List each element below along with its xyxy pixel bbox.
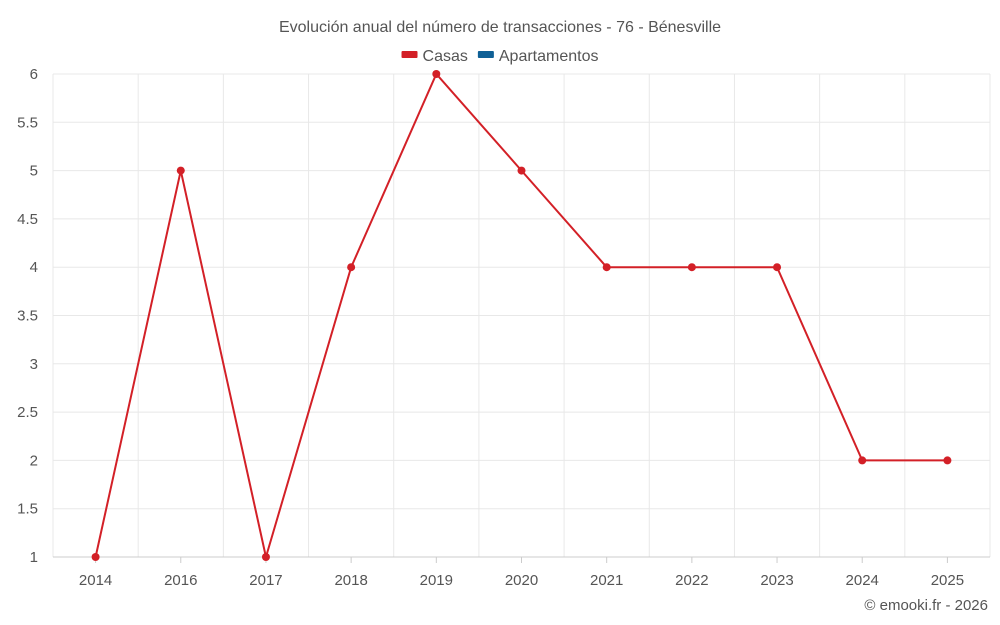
data-point[interactable]: [773, 263, 782, 272]
y-tick-label: 6: [30, 66, 38, 83]
legend[interactable]: Casas Apartamentos: [401, 48, 599, 65]
y-tick-label: 2.5: [17, 404, 38, 421]
copyright: © emooki.fr - 2026: [864, 597, 988, 614]
x-tick-label: 2017: [249, 572, 282, 589]
data-point[interactable]: [347, 263, 356, 272]
y-tick-label: 1.5: [17, 501, 38, 518]
y-tick-label: 5.5: [17, 114, 38, 131]
y-tick-label: 1: [30, 549, 38, 566]
y-tick-label: 4.5: [17, 211, 38, 228]
y-tick-label: 5: [30, 163, 38, 180]
x-tick-label: 2020: [505, 572, 538, 589]
grid: [52, 73, 991, 558]
data-point[interactable]: [858, 456, 867, 465]
data-point[interactable]: [517, 166, 526, 175]
x-tick-label: 2019: [420, 572, 453, 589]
chart-title: Evolución anual del número de transaccio…: [279, 19, 721, 36]
legend-label: Casas: [423, 48, 468, 65]
data-point[interactable]: [602, 263, 611, 272]
legend-label: Apartamentos: [499, 48, 599, 65]
x-tick-label: 2021: [590, 572, 623, 589]
legend-item-apartamentos[interactable]: Apartamentos: [477, 48, 599, 65]
legend-item-casas[interactable]: Casas: [401, 48, 468, 65]
y-tick-label: 3.5: [17, 308, 38, 325]
data-point[interactable]: [91, 553, 100, 561]
data-point[interactable]: [687, 263, 696, 272]
x-axis-ticks: 2014 2016 2017 2018 2019 2020 2021 2022 2023 2024…: [79, 557, 964, 589]
x-tick-label: 2025: [931, 572, 964, 589]
legend-swatch: [477, 51, 494, 58]
x-tick-label: 2016: [164, 572, 197, 589]
x-tick-label: 2022: [675, 572, 708, 589]
y-tick-label: 2: [30, 452, 38, 469]
data-point[interactable]: [943, 456, 952, 465]
x-tick-label: 2018: [334, 572, 367, 589]
y-axis-ticks: 1 1.5 2 2.5 3 3.5 4 4.5 5 5.5 6: [17, 66, 38, 566]
data-point[interactable]: [176, 166, 185, 175]
series: [91, 70, 952, 561]
legend-swatch: [401, 51, 418, 58]
y-tick-label: 3: [30, 356, 38, 373]
data-point[interactable]: [261, 553, 270, 561]
x-tick-label: 2023: [760, 572, 793, 589]
data-point[interactable]: [432, 70, 441, 78]
x-tick-label: 2014: [79, 572, 112, 589]
y-tick-label: 4: [30, 259, 38, 276]
x-tick-label: 2024: [846, 572, 879, 589]
